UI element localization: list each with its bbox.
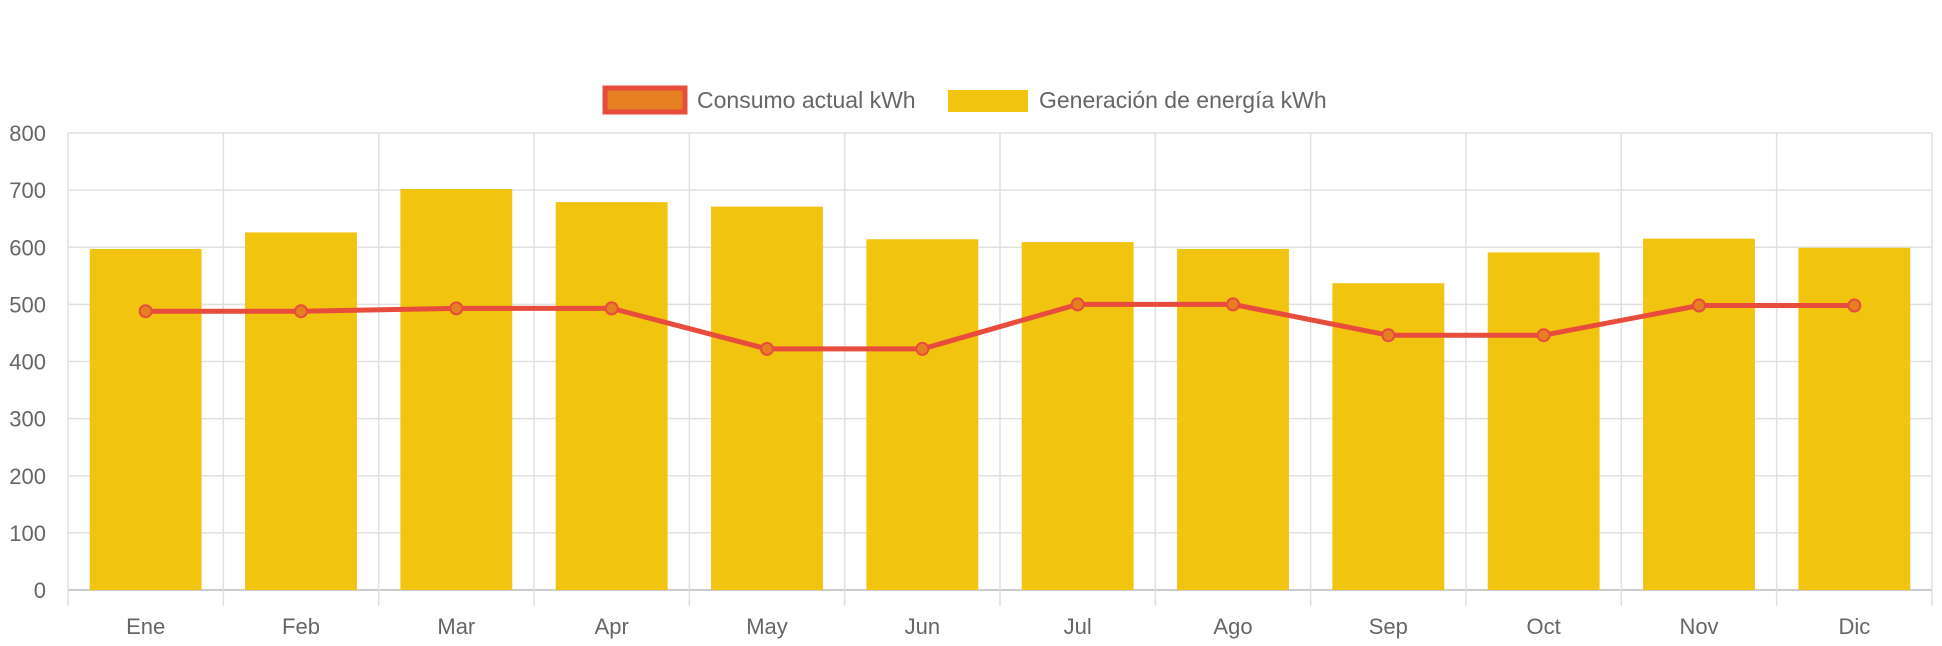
consumption-point	[915, 341, 930, 356]
x-tick-label: May	[746, 614, 788, 639]
consumption-point	[604, 301, 619, 316]
consumption-point	[760, 341, 774, 356]
x-tick-label: Feb	[282, 614, 320, 639]
consumption-point	[1692, 298, 1706, 313]
x-tick-label: Oct	[1527, 614, 1561, 639]
consumption-line-path	[145, 301, 1855, 352]
generation-bar	[400, 188, 513, 591]
generation-bar	[89, 248, 202, 590]
generation-bar	[866, 239, 979, 590]
x-tick-label: Dic	[1838, 614, 1870, 639]
generation-bars	[89, 188, 1911, 591]
y-tick-label: 100	[9, 521, 46, 546]
y-tick-label: 600	[9, 235, 46, 260]
x-tick-label: Nov	[1679, 614, 1718, 639]
y-tick-label: 500	[9, 292, 46, 317]
generation-bar	[555, 202, 668, 590]
x-axis: Ene Feb Mar Apr May Jun Jul Ago Sep Oct Nov Dic	[126, 614, 1870, 639]
consumption-line	[138, 297, 1862, 356]
consumption-point	[1070, 297, 1085, 312]
x-tick-label: Jul	[1064, 614, 1092, 639]
y-tick-label: 200	[9, 464, 46, 489]
consumption-point	[449, 301, 464, 316]
generation-bar	[1487, 252, 1600, 591]
y-tick-label: 700	[9, 178, 46, 203]
consumption-point	[1381, 328, 1396, 343]
generation-bar	[1643, 238, 1755, 590]
x-tick-label: Sep	[1369, 614, 1408, 639]
y-tick-label: 400	[9, 350, 46, 375]
consumption-point	[1847, 298, 1862, 313]
y-axis: 0 100 200 300 400 500 600 700 800	[9, 121, 46, 603]
x-tick-label: Apr	[595, 614, 629, 639]
legend-swatch-generation	[948, 90, 1028, 112]
consumption-point	[1226, 297, 1240, 312]
y-tick-label: 0	[34, 578, 46, 603]
legend-swatch-consumption	[602, 85, 688, 115]
y-tick-label: 300	[9, 407, 46, 432]
legend-label-consumption: Consumo actual kWh	[697, 87, 916, 113]
x-tick-label: Ago	[1213, 614, 1252, 639]
consumption-point	[138, 304, 153, 319]
consumption-point	[1536, 328, 1551, 343]
generation-bar	[711, 206, 823, 590]
generation-bar	[1021, 242, 1134, 590]
y-tick-label: 800	[9, 121, 46, 146]
legend: Consumo actual kWh Generación de energía …	[602, 85, 1327, 115]
legend-label-generation: Generación de energía kWh	[1039, 87, 1327, 113]
grid-lines	[67, 132, 1933, 606]
x-tick-label: Mar	[437, 614, 475, 639]
x-tick-label: Jun	[905, 614, 940, 639]
consumption-point	[294, 304, 308, 319]
generation-bar	[245, 232, 357, 590]
x-tick-label: Ene	[126, 614, 165, 639]
